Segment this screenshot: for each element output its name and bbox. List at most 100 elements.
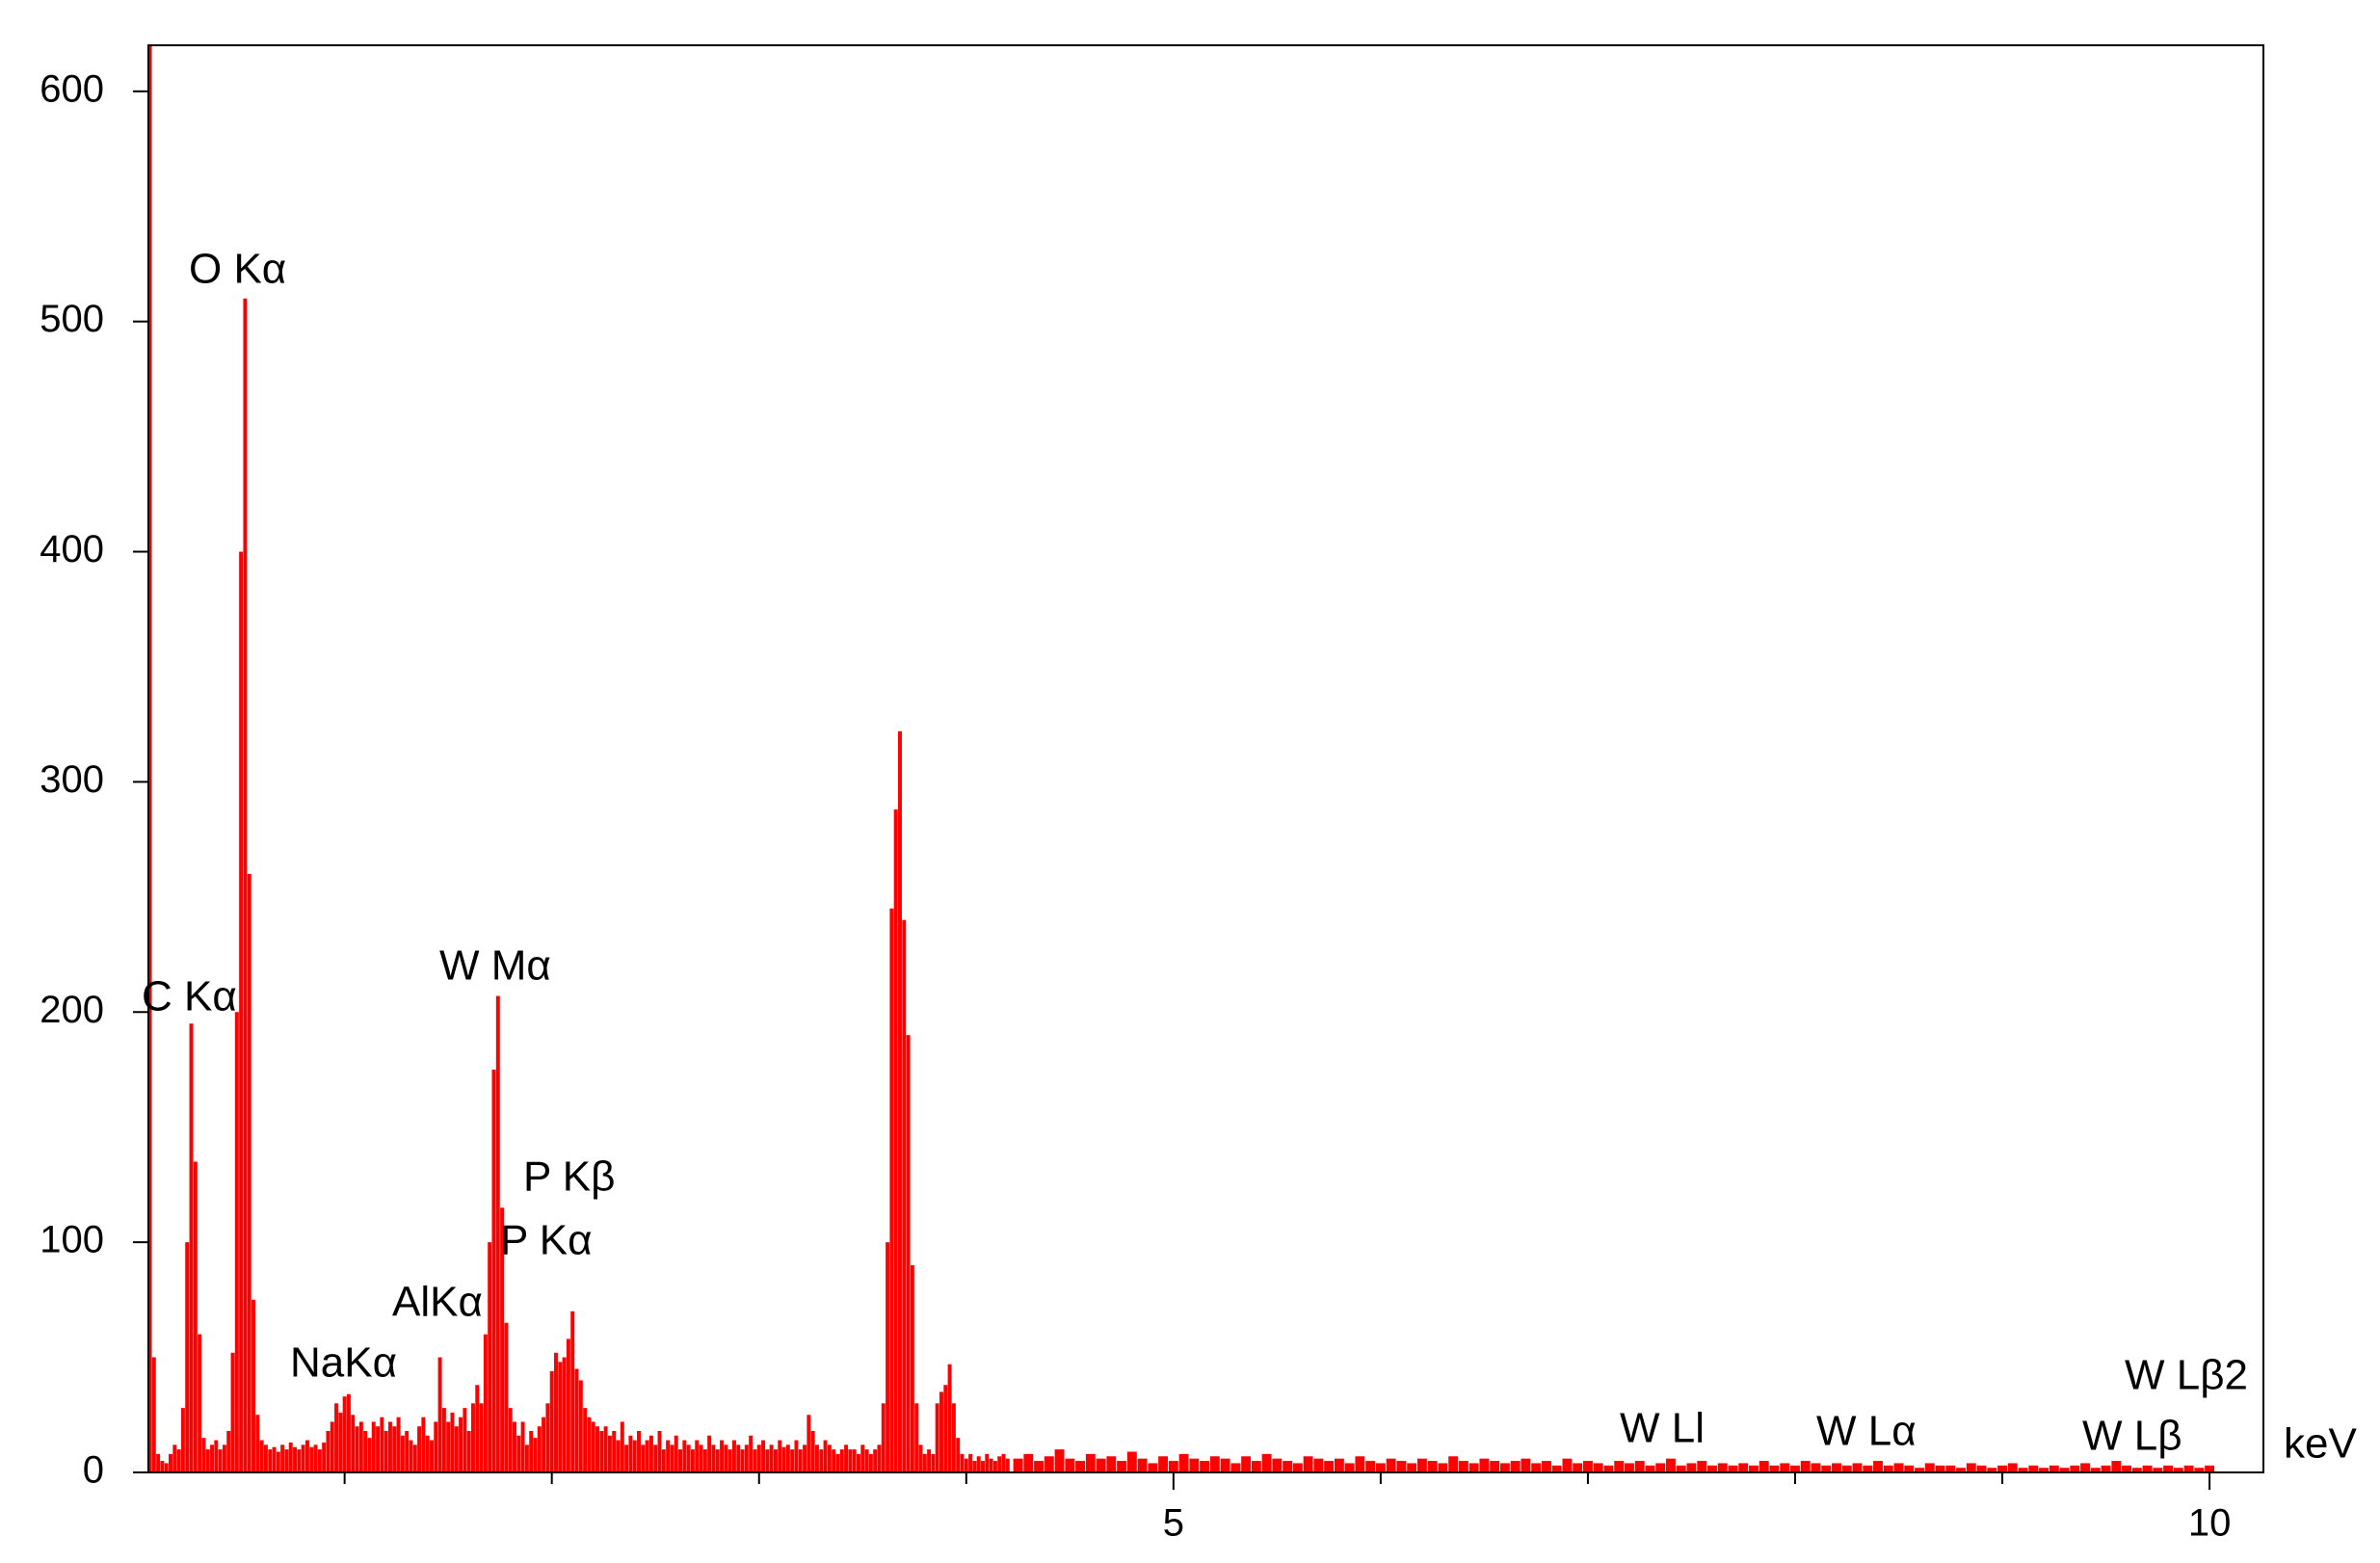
bar bbox=[1707, 1465, 1717, 1472]
bar bbox=[889, 908, 894, 1472]
bar bbox=[819, 1449, 824, 1472]
bar bbox=[628, 1435, 633, 1472]
bar bbox=[765, 1449, 770, 1472]
bar bbox=[367, 1438, 372, 1472]
bar bbox=[1738, 1463, 1749, 1472]
plot-frame bbox=[147, 44, 2264, 1473]
bar bbox=[1573, 1463, 1583, 1472]
bar bbox=[1396, 1461, 1407, 1472]
bar bbox=[612, 1431, 617, 1472]
bar bbox=[334, 1403, 339, 1472]
bar bbox=[363, 1431, 368, 1472]
bar bbox=[1634, 1461, 1645, 1472]
bar bbox=[781, 1446, 786, 1472]
bar bbox=[1593, 1463, 1603, 1472]
bar bbox=[1904, 1465, 1915, 1472]
bar bbox=[906, 1035, 911, 1472]
bar bbox=[297, 1449, 302, 1472]
bar bbox=[172, 1444, 177, 1472]
bar bbox=[1935, 1465, 1945, 1472]
bar bbox=[529, 1431, 534, 1472]
bar bbox=[702, 1449, 707, 1472]
bar bbox=[898, 730, 902, 1472]
bar bbox=[479, 1403, 484, 1472]
bar bbox=[2173, 1468, 2183, 1472]
bar bbox=[645, 1440, 649, 1472]
bar bbox=[736, 1444, 741, 1472]
bar bbox=[429, 1440, 434, 1472]
bar bbox=[2090, 1468, 2101, 1472]
bar bbox=[1976, 1465, 1987, 1472]
bar bbox=[1521, 1458, 1531, 1472]
x-axis-label: keV bbox=[2284, 1420, 2357, 1468]
bar bbox=[922, 1453, 927, 1472]
bar bbox=[886, 1242, 890, 1472]
bar bbox=[657, 1431, 662, 1472]
bar bbox=[1313, 1458, 1324, 1472]
bar bbox=[504, 1322, 509, 1472]
bar bbox=[1261, 1453, 1272, 1472]
bar bbox=[226, 1431, 231, 1472]
bar bbox=[446, 1421, 451, 1472]
bar bbox=[807, 1415, 811, 1472]
bar bbox=[317, 1449, 322, 1472]
x-tick-label: 5 bbox=[1163, 1502, 1184, 1545]
bar bbox=[495, 995, 500, 1472]
bar bbox=[533, 1438, 538, 1472]
bar bbox=[239, 551, 244, 1472]
bar bbox=[304, 1440, 309, 1472]
bar bbox=[272, 1446, 277, 1472]
bar bbox=[198, 1334, 202, 1472]
bar bbox=[1251, 1461, 1261, 1472]
bar bbox=[927, 1449, 932, 1472]
bar bbox=[968, 1453, 973, 1472]
bar bbox=[169, 1453, 172, 1472]
bar bbox=[864, 1449, 869, 1472]
bar bbox=[964, 1458, 968, 1472]
bar bbox=[1365, 1461, 1376, 1472]
bar bbox=[868, 1453, 873, 1472]
bar bbox=[421, 1417, 426, 1472]
bar bbox=[620, 1421, 624, 1472]
bar bbox=[1728, 1465, 1738, 1472]
bar bbox=[156, 1453, 161, 1472]
bar bbox=[1230, 1463, 1241, 1472]
bar bbox=[466, 1431, 471, 1472]
bar bbox=[1863, 1465, 1873, 1472]
bar bbox=[1168, 1461, 1178, 1472]
bar bbox=[1106, 1456, 1117, 1472]
bar bbox=[454, 1426, 459, 1472]
y-tick-label: 500 bbox=[40, 298, 104, 340]
peak-annotation: AlKα bbox=[392, 1279, 483, 1326]
bar bbox=[744, 1444, 749, 1472]
bar bbox=[180, 1408, 185, 1472]
bar bbox=[301, 1444, 305, 1472]
bar bbox=[516, 1435, 521, 1472]
bar bbox=[1893, 1463, 1904, 1472]
bar bbox=[992, 1461, 997, 1472]
bar bbox=[678, 1449, 683, 1472]
bar bbox=[711, 1444, 716, 1472]
bar bbox=[371, 1421, 376, 1472]
bar bbox=[488, 1242, 492, 1472]
bar bbox=[1065, 1458, 1075, 1472]
bar bbox=[218, 1449, 223, 1472]
bar bbox=[798, 1449, 803, 1472]
bar bbox=[554, 1352, 558, 1472]
bar bbox=[189, 1023, 194, 1472]
bar bbox=[2131, 1468, 2142, 1472]
bar bbox=[2070, 1465, 2080, 1472]
bar bbox=[2163, 1465, 2174, 1472]
bar bbox=[1075, 1461, 1086, 1472]
bar bbox=[542, 1417, 546, 1472]
bar bbox=[695, 1440, 700, 1472]
bar bbox=[661, 1449, 666, 1472]
bar bbox=[761, 1440, 766, 1472]
bar bbox=[520, 1421, 525, 1472]
bar bbox=[773, 1449, 778, 1472]
bar bbox=[578, 1380, 583, 1472]
bar bbox=[1458, 1461, 1468, 1472]
bar bbox=[1137, 1458, 1148, 1472]
bar bbox=[1945, 1465, 1956, 1472]
